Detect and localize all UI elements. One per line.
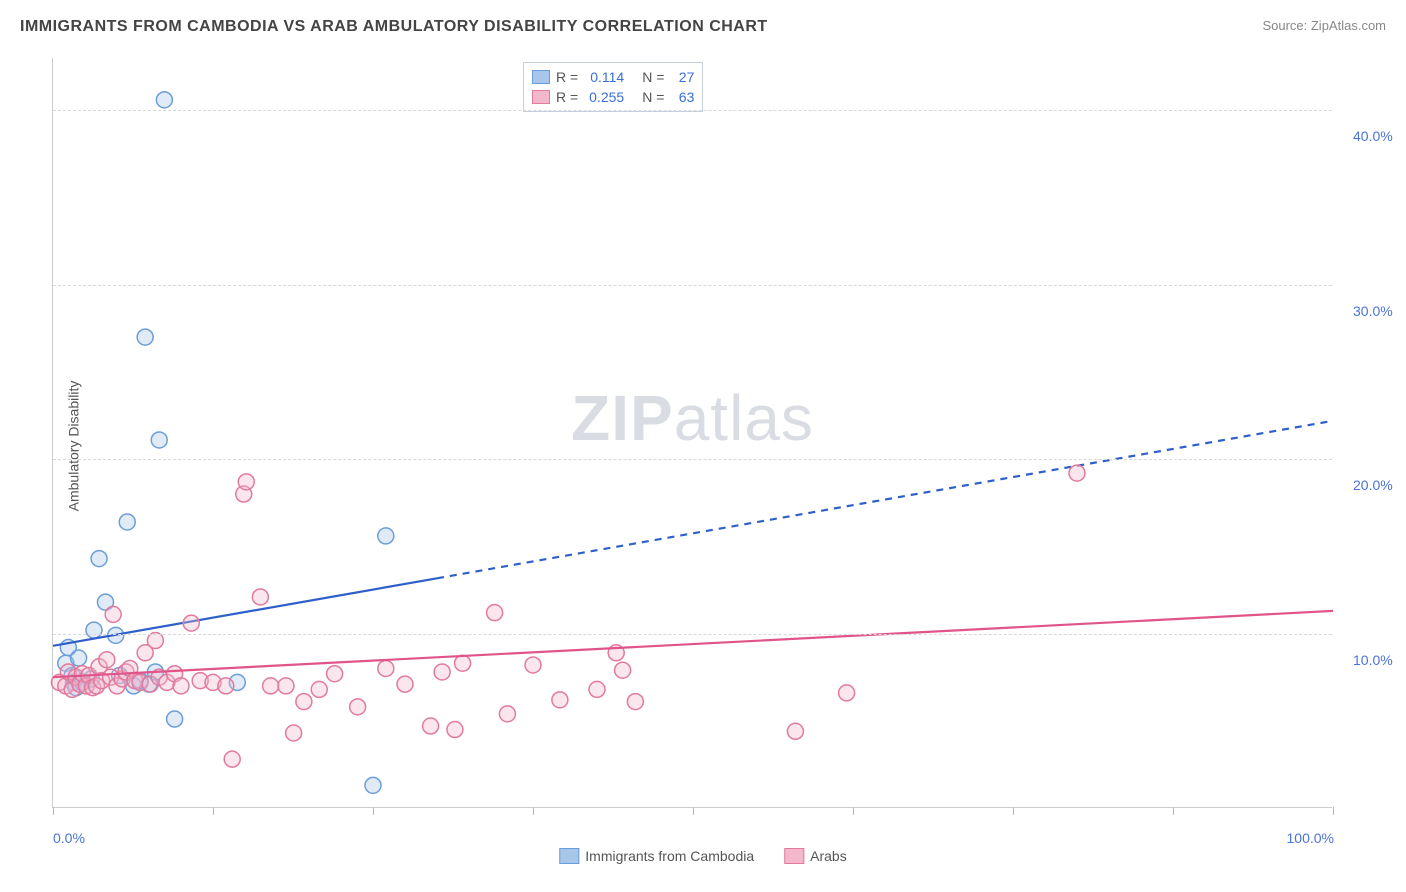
scatter-point bbox=[615, 662, 631, 678]
scatter-point bbox=[455, 655, 471, 671]
scatter-point bbox=[787, 723, 803, 739]
plot-svg bbox=[53, 58, 1332, 807]
x-tick-mark bbox=[53, 807, 54, 815]
scatter-point bbox=[151, 432, 167, 448]
scatter-point bbox=[147, 633, 163, 649]
scatter-point bbox=[263, 678, 279, 694]
scatter-point bbox=[499, 706, 515, 722]
x-tick-mark bbox=[213, 807, 214, 815]
chart-source: Source: ZipAtlas.com bbox=[1262, 18, 1386, 33]
bottom-legend-label: Immigrants from Cambodia bbox=[585, 848, 754, 864]
legend-r-label: R = bbox=[556, 89, 578, 105]
x-tick-mark bbox=[1013, 807, 1014, 815]
legend-n-label: N = bbox=[642, 89, 664, 105]
scatter-point bbox=[589, 681, 605, 697]
scatter-point bbox=[525, 657, 541, 673]
legend-swatch bbox=[532, 70, 550, 84]
stats-legend-row: R = 0.114 N = 27 bbox=[532, 67, 694, 87]
stats-legend-row: R = 0.255 N = 63 bbox=[532, 87, 694, 107]
plot-area: ZIPatlas R =0.114N =27R =0.255N =63 10.0… bbox=[52, 58, 1332, 808]
x-tick-mark bbox=[693, 807, 694, 815]
bottom-legend-item: Immigrants from Cambodia bbox=[559, 848, 754, 864]
scatter-point bbox=[311, 681, 327, 697]
x-tick-mark bbox=[853, 807, 854, 815]
bottom-legend: Immigrants from Cambodia Arabs bbox=[559, 848, 846, 864]
trend-line-dashed bbox=[437, 421, 1333, 579]
gridline bbox=[53, 110, 1332, 111]
scatter-point bbox=[286, 725, 302, 741]
scatter-point bbox=[327, 666, 343, 682]
scatter-point bbox=[1069, 465, 1085, 481]
scatter-point bbox=[627, 694, 643, 710]
scatter-point bbox=[447, 722, 463, 738]
gridline bbox=[53, 459, 1332, 460]
y-tick-label: 20.0% bbox=[1353, 477, 1393, 493]
y-tick-label: 10.0% bbox=[1353, 652, 1393, 668]
scatter-point bbox=[224, 751, 240, 767]
scatter-point bbox=[183, 615, 199, 631]
legend-swatch bbox=[532, 90, 550, 104]
scatter-point bbox=[99, 652, 115, 668]
scatter-point bbox=[105, 606, 121, 622]
scatter-point bbox=[552, 692, 568, 708]
x-tick-mark bbox=[373, 807, 374, 815]
scatter-point bbox=[71, 650, 87, 666]
legend-n-value: 63 bbox=[670, 89, 694, 105]
scatter-point bbox=[91, 551, 107, 567]
legend-r-value: 0.255 bbox=[584, 89, 624, 105]
x-tick-label: 100.0% bbox=[1287, 830, 1334, 846]
x-tick-mark bbox=[1333, 807, 1334, 815]
scatter-point bbox=[119, 514, 135, 530]
scatter-point bbox=[173, 678, 189, 694]
scatter-point bbox=[296, 694, 312, 710]
scatter-point bbox=[156, 92, 172, 108]
scatter-point bbox=[434, 664, 450, 680]
y-tick-label: 30.0% bbox=[1353, 303, 1393, 319]
legend-r-value: 0.114 bbox=[584, 69, 624, 85]
gridline bbox=[53, 634, 1332, 635]
scatter-point bbox=[487, 605, 503, 621]
scatter-point bbox=[423, 718, 439, 734]
scatter-point bbox=[839, 685, 855, 701]
scatter-point bbox=[365, 777, 381, 793]
trend-line bbox=[53, 611, 1333, 677]
legend-r-label: R = bbox=[556, 69, 578, 85]
chart-title: IMMIGRANTS FROM CAMBODIA VS ARAB AMBULAT… bbox=[20, 18, 768, 36]
scatter-point bbox=[378, 528, 394, 544]
stats-legend: R = 0.114 N = 27 R = 0.255 N = 63 bbox=[523, 62, 703, 112]
scatter-point bbox=[378, 660, 394, 676]
gridline bbox=[53, 285, 1332, 286]
x-tick-label: 0.0% bbox=[53, 830, 85, 846]
scatter-point bbox=[218, 678, 234, 694]
scatter-point bbox=[137, 329, 153, 345]
scatter-point bbox=[252, 589, 268, 605]
scatter-point bbox=[238, 474, 254, 490]
scatter-point bbox=[86, 622, 102, 638]
legend-n-label: N = bbox=[642, 69, 664, 85]
scatter-point bbox=[397, 676, 413, 692]
y-tick-label: 40.0% bbox=[1353, 128, 1393, 144]
bottom-legend-label: Arabs bbox=[810, 848, 847, 864]
scatter-point bbox=[350, 699, 366, 715]
bottom-legend-item: Arabs bbox=[784, 848, 847, 864]
legend-swatch bbox=[559, 848, 579, 864]
chart-container: IMMIGRANTS FROM CAMBODIA VS ARAB AMBULAT… bbox=[0, 0, 1406, 892]
legend-n-value: 27 bbox=[670, 69, 694, 85]
x-tick-mark bbox=[533, 807, 534, 815]
x-tick-mark bbox=[1173, 807, 1174, 815]
scatter-point bbox=[167, 711, 183, 727]
scatter-point bbox=[278, 678, 294, 694]
legend-swatch bbox=[784, 848, 804, 864]
